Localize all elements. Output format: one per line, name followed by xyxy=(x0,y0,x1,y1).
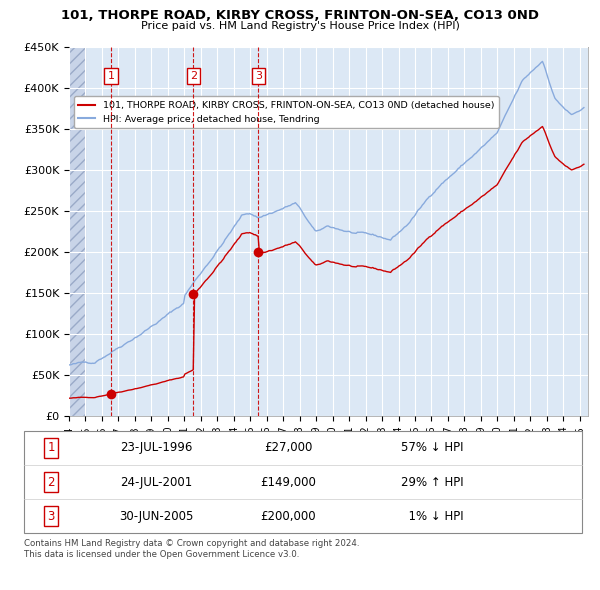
Bar xyxy=(69,47,85,416)
Legend: 101, THORPE ROAD, KIRBY CROSS, FRINTON-ON-SEA, CO13 0ND (detached house), HPI: A: 101, THORPE ROAD, KIRBY CROSS, FRINTON-O… xyxy=(74,96,499,129)
Text: 1: 1 xyxy=(47,441,55,454)
Text: 2: 2 xyxy=(47,476,55,489)
Text: Contains HM Land Registry data © Crown copyright and database right 2024.
This d: Contains HM Land Registry data © Crown c… xyxy=(24,539,359,559)
Text: 23-JUL-1996: 23-JUL-1996 xyxy=(120,441,192,454)
Text: Price paid vs. HM Land Registry's House Price Index (HPI): Price paid vs. HM Land Registry's House … xyxy=(140,21,460,31)
Text: £200,000: £200,000 xyxy=(260,510,316,523)
Text: 24-JUL-2001: 24-JUL-2001 xyxy=(120,476,192,489)
Text: 57% ↓ HPI: 57% ↓ HPI xyxy=(401,441,463,454)
Text: 1: 1 xyxy=(107,71,115,81)
Text: 30-JUN-2005: 30-JUN-2005 xyxy=(119,510,193,523)
Text: 2: 2 xyxy=(190,71,197,81)
Text: 3: 3 xyxy=(255,71,262,81)
Bar xyxy=(69,47,85,416)
Text: £149,000: £149,000 xyxy=(260,476,316,489)
Text: 101, THORPE ROAD, KIRBY CROSS, FRINTON-ON-SEA, CO13 0ND: 101, THORPE ROAD, KIRBY CROSS, FRINTON-O… xyxy=(61,9,539,22)
Text: 29% ↑ HPI: 29% ↑ HPI xyxy=(401,476,463,489)
Text: £27,000: £27,000 xyxy=(264,441,312,454)
Text: 1% ↓ HPI: 1% ↓ HPI xyxy=(401,510,463,523)
Text: 3: 3 xyxy=(47,510,55,523)
